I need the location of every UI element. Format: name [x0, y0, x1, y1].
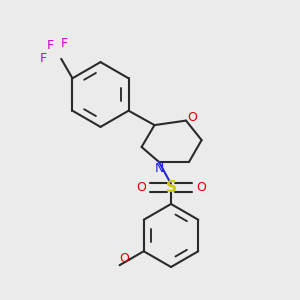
Text: S: S	[166, 180, 176, 195]
Text: F: F	[47, 39, 54, 52]
Text: O: O	[119, 252, 129, 266]
Text: F: F	[61, 37, 68, 50]
Text: O: O	[188, 111, 197, 124]
Text: O: O	[196, 181, 206, 194]
Text: N: N	[154, 162, 164, 175]
Text: O: O	[136, 181, 146, 194]
Text: F: F	[40, 52, 47, 65]
